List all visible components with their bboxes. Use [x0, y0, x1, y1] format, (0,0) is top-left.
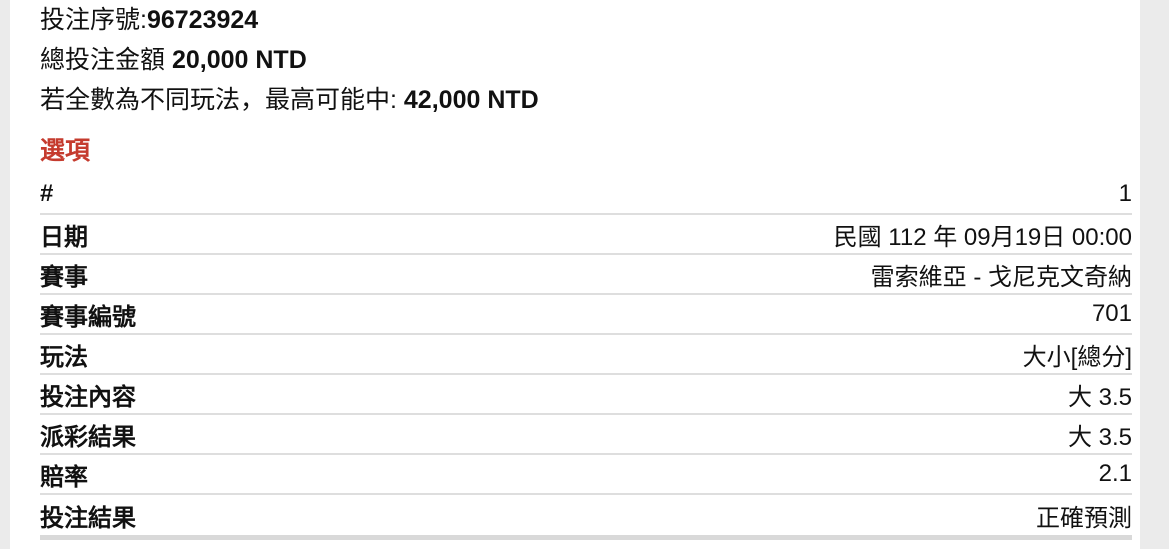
row-value: 民國 112 年 09月19日 00:00 [833, 223, 1132, 251]
table-row-play-type: 玩法 大小[總分] [40, 335, 1132, 375]
max-win-value: 42,000 NTD [403, 86, 539, 114]
row-value: 大 3.5 [1067, 423, 1132, 451]
table-row-bet-content: 投注內容 大 3.5 [40, 375, 1132, 415]
section-title-options: 選項 [40, 137, 91, 165]
bet-options-table: # 1 日期 民國 112 年 09月19日 00:00 賽事 雷索維亞 - 戈… [40, 175, 1132, 540]
row-value: 大 3.5 [1067, 383, 1132, 411]
row-label: 玩法 [40, 343, 88, 371]
table-row-match: 賽事 雷索維亞 - 戈尼克文奇納 [40, 255, 1132, 295]
table-bottom-border [40, 535, 1132, 540]
table-row-payout-result: 派彩結果 大 3.5 [40, 415, 1132, 455]
bet-serial-label: 投注序號: [40, 6, 147, 34]
row-label: 賠率 [40, 463, 88, 491]
table-row-index: # 1 [40, 175, 1132, 215]
row-value: 701 [1091, 300, 1132, 327]
total-bet-value: 20,000 NTD [171, 46, 307, 74]
bet-receipt-panel: 投注序號:96723924 總投注金額 20,000 NTD 若全數為不同玩法，… [10, 0, 1140, 549]
table-row-match-id: 賽事編號 701 [40, 295, 1132, 335]
row-label: 賽事 [40, 263, 88, 291]
max-win-line: 若全數為不同玩法，最高可能中: 42,000 NTD [40, 80, 1132, 120]
row-value: 雷索維亞 - 戈尼克文奇納 [870, 263, 1132, 291]
row-label: 派彩結果 [40, 423, 136, 451]
row-label: 日期 [40, 223, 88, 251]
table-row-bet-result: 投注結果 正確預測 [40, 495, 1132, 535]
max-win-label: 若全數為不同玩法，最高可能中: [40, 86, 404, 114]
row-value: 大小[總分] [1022, 343, 1132, 371]
bet-serial-line: 投注序號:96723924 [40, 0, 1132, 40]
total-bet-line: 總投注金額 20,000 NTD [40, 40, 1132, 80]
table-row-odds: 賠率 2.1 [40, 455, 1132, 495]
row-label: 投注內容 [40, 383, 136, 411]
total-bet-label: 總投注金額 [40, 46, 172, 74]
row-value: 正確預測 [1036, 504, 1132, 532]
row-value: 1 [1118, 180, 1132, 207]
table-row-date: 日期 民國 112 年 09月19日 00:00 [40, 215, 1132, 255]
row-label: 賽事編號 [40, 303, 136, 331]
bet-serial-value: 96723924 [146, 6, 259, 34]
row-label: 投注結果 [40, 504, 136, 532]
row-value: 2.1 [1098, 460, 1132, 487]
row-label: # [40, 180, 54, 207]
bet-summary-header: 投注序號:96723924 總投注金額 20,000 NTD 若全數為不同玩法，… [40, 0, 1132, 120]
